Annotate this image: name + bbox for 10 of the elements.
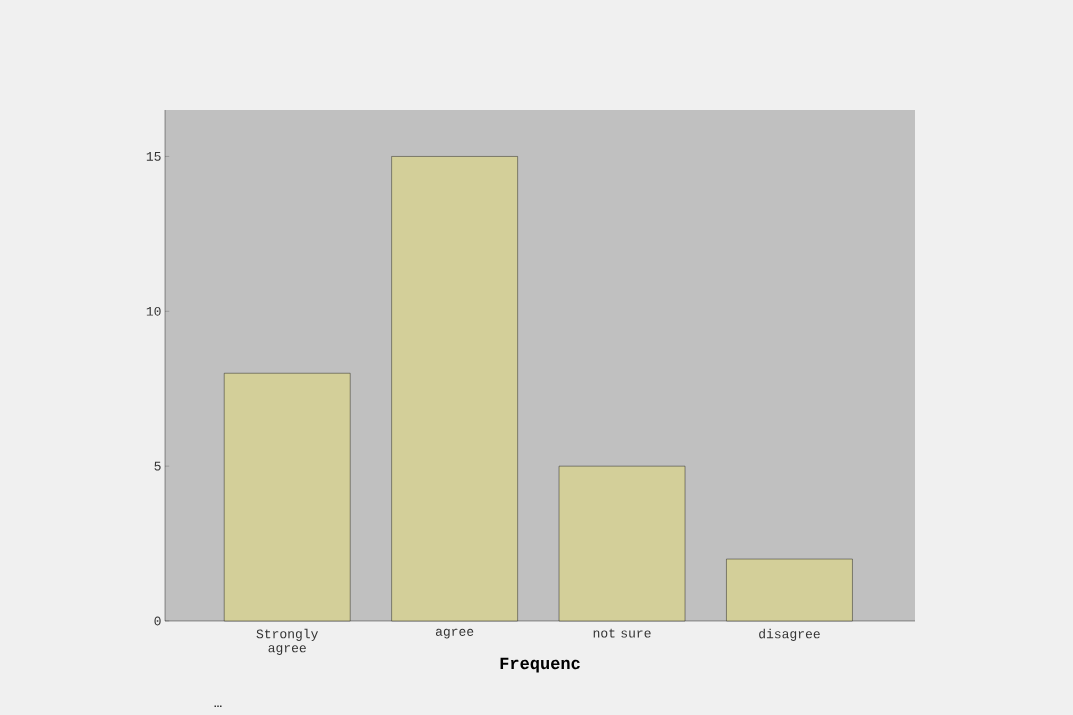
- x-tick-label: agree: [435, 628, 474, 639]
- y-tick-label: 15: [146, 152, 161, 161]
- x-axis-title: Frequenc: [500, 657, 580, 673]
- x-tick-label: not sure: [593, 628, 651, 638]
- y-tick-label: 10: [146, 306, 161, 316]
- x-tick-label: disagree: [759, 628, 820, 641]
- y-tick-label: 0: [154, 616, 161, 626]
- x-tick-label: Strongly agree: [256, 628, 318, 655]
- text: …: [214, 705, 222, 707]
- y-tick-label: 5: [154, 461, 161, 471]
